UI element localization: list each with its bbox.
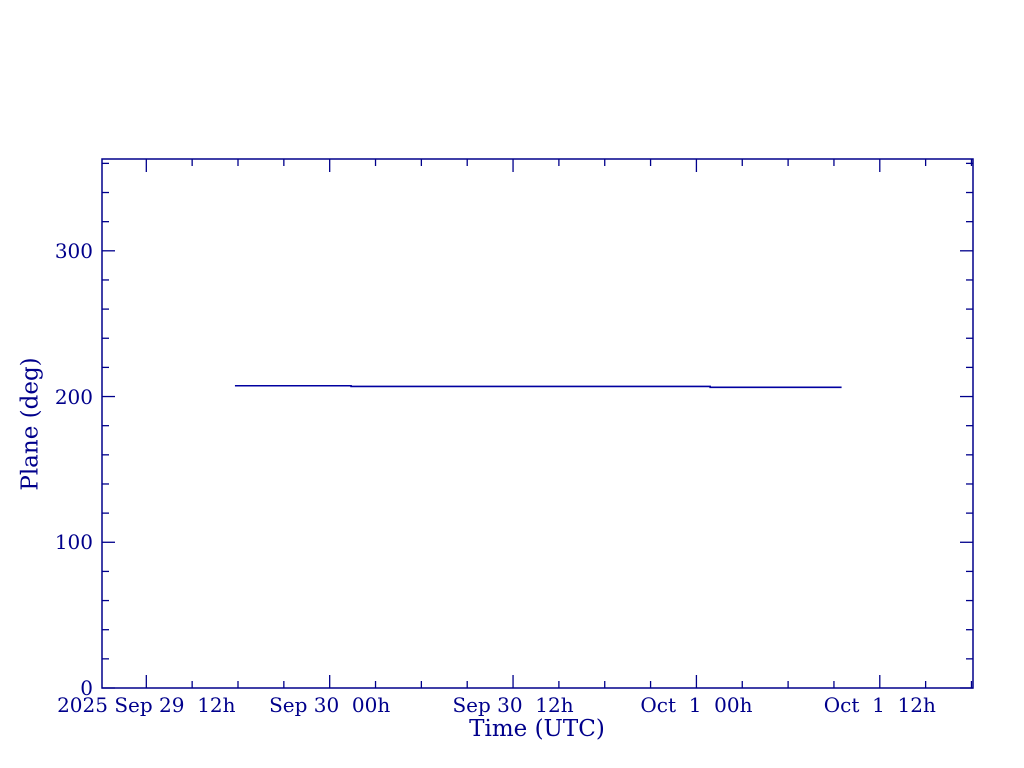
x-tick-label: Sep 30 00h [269, 693, 391, 717]
y-axis-title: Plane (deg) [17, 357, 44, 491]
x-tick-label: 2025 Sep 29 12h [57, 693, 236, 717]
x-tick-label: Sep 30 12h [452, 693, 574, 717]
x-tick-label: Oct 1 12h [823, 693, 936, 717]
y-tick-label: 100 [54, 530, 93, 555]
x-tick-label: Oct 1 00h [640, 693, 753, 717]
x-axis-title: Time (UTC) [469, 716, 605, 742]
y-tick-label: 0 [80, 676, 93, 700]
y-tick-label: 200 [54, 384, 93, 409]
plot-frame [101, 158, 974, 689]
data-line-plane-angle [234, 384, 842, 389]
y-tick-label: 300 [54, 238, 93, 263]
